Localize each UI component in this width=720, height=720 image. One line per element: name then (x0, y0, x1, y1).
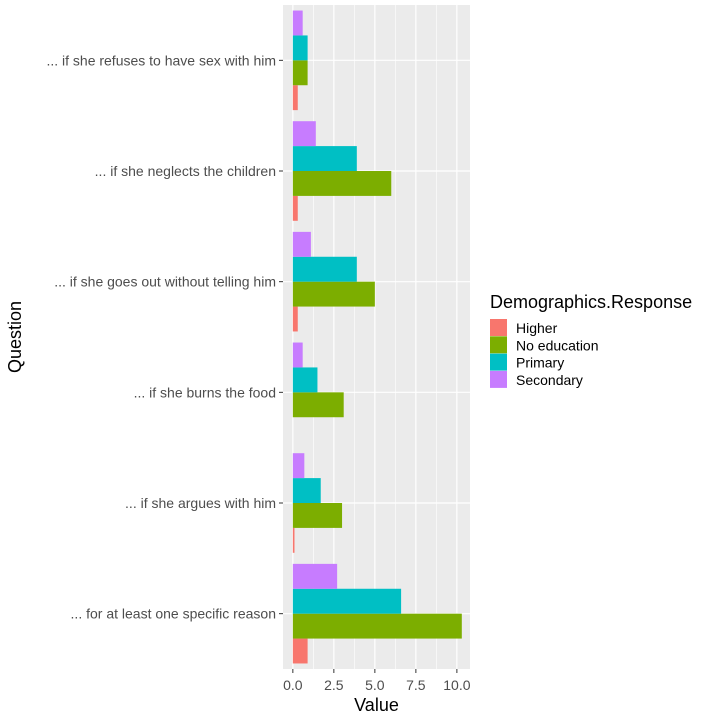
x-tick-label: 2.5 (324, 677, 344, 693)
y-tick-label: ... if she argues with him (125, 495, 276, 511)
bars (292, 10, 462, 664)
legend-label: Higher (516, 320, 558, 336)
bar-no-education (292, 60, 308, 86)
x-axis-ticks: 0.0 2.5 5.0 7.5 10.0 (283, 669, 471, 693)
bar-no-education (292, 503, 343, 528)
bar-primary (292, 146, 357, 171)
bar-secondary (292, 231, 311, 257)
bar-primary (292, 256, 357, 282)
bar-higher (292, 527, 295, 553)
x-tick-label: 10.0 (443, 677, 470, 693)
bar-higher (292, 306, 298, 332)
y-axis-title: Question (5, 301, 25, 373)
legend-key (490, 336, 507, 354)
bar-no-education (292, 171, 392, 196)
bar-no-education (292, 613, 462, 639)
legend-key (490, 319, 507, 336)
bar-primary (292, 367, 318, 393)
bar-secondary (292, 10, 303, 36)
x-tick-label: 5.0 (365, 677, 385, 693)
x-axis-title: Value (354, 695, 399, 715)
legend-label: No education (516, 337, 599, 353)
bar-higher (292, 85, 298, 111)
bar-secondary (292, 342, 303, 368)
legend-key (490, 370, 507, 388)
y-tick-label: ... if she neglects the children (95, 163, 276, 179)
bar-secondary (292, 453, 305, 479)
y-axis-ticks: ... if she refuses to have sex with him.… (46, 52, 283, 622)
y-tick-label: ... if she refuses to have sex with him (46, 52, 276, 68)
bar-secondary (292, 563, 338, 589)
y-tick-label: ... if she burns the food (134, 384, 276, 400)
y-tick-label: ... for at least one specific reason (71, 606, 276, 622)
legend-label: Secondary (516, 372, 583, 388)
bar-primary (292, 35, 308, 61)
legend-label: Primary (516, 355, 564, 371)
legend-title: Demographics.Response (490, 292, 692, 312)
bar-no-education (292, 392, 344, 418)
x-tick-label: 7.5 (406, 677, 426, 693)
bar-primary (292, 588, 402, 614)
bar-higher (292, 638, 308, 664)
x-tick-label: 0.0 (283, 677, 303, 693)
bar-higher (292, 195, 298, 221)
panel-background (283, 5, 470, 669)
bar-no-education (292, 281, 375, 307)
bar-secondary (292, 121, 316, 147)
legend-key (490, 353, 507, 371)
bar-primary (292, 478, 321, 503)
y-tick-label: ... if she goes out without telling him (54, 274, 276, 290)
